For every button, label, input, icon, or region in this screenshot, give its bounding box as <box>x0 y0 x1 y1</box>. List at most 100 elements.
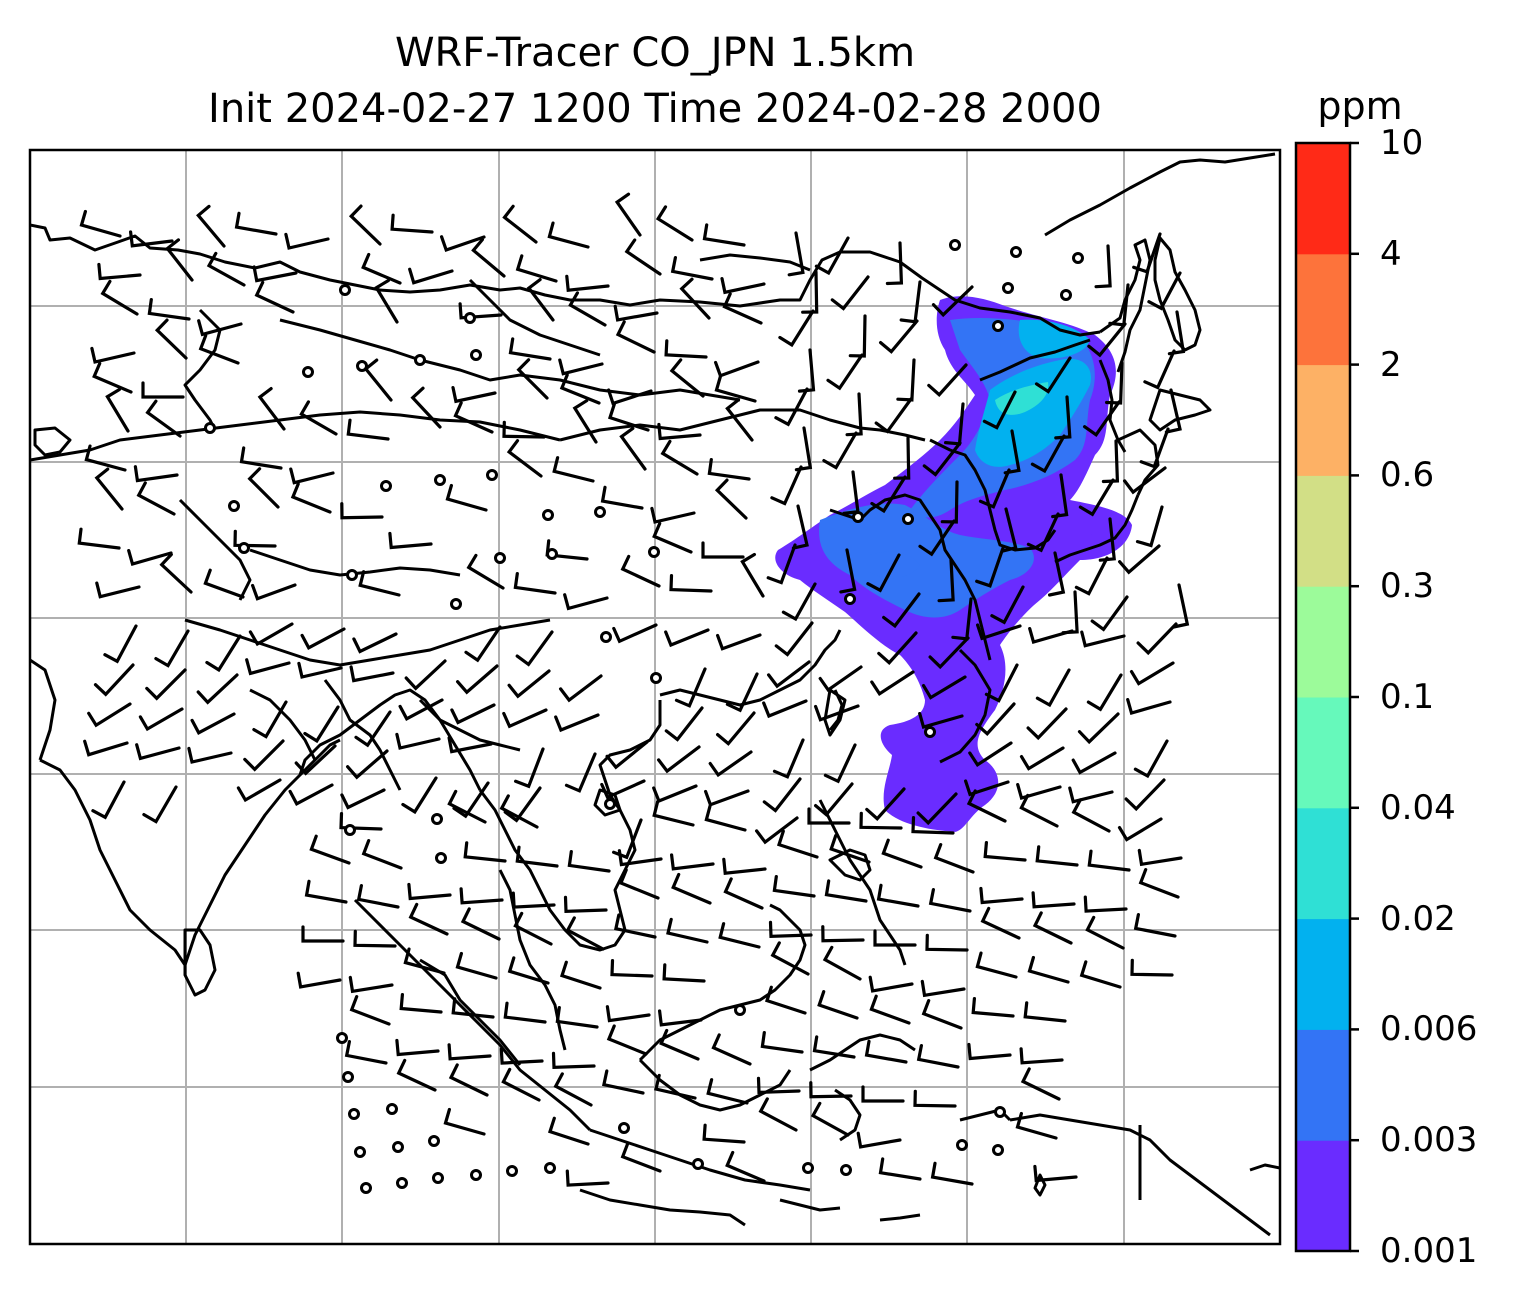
calm-marker <box>734 1004 746 1016</box>
wind-barb <box>879 319 919 354</box>
wind-barb <box>660 439 699 476</box>
coast-sulawesi <box>809 1033 916 1072</box>
wind-barb <box>976 623 1022 641</box>
wind-barb <box>829 834 871 864</box>
wind-barb <box>921 675 967 700</box>
wind-barb <box>514 747 545 789</box>
wind-barb <box>354 710 392 748</box>
wind-barb <box>797 348 816 393</box>
colorbar-band <box>1296 364 1350 476</box>
border-himalaya <box>184 618 551 667</box>
wind-barb <box>933 843 975 874</box>
wind-barb <box>869 994 911 1025</box>
calm-marker <box>356 360 368 372</box>
wind-barb <box>1143 349 1176 390</box>
colorbar-tick-label: 0.02 <box>1380 898 1456 939</box>
wind-barb <box>445 483 488 512</box>
wind-barb <box>984 663 1019 703</box>
wind-barb <box>776 829 819 859</box>
colorbar-tick-label: 10 <box>1380 123 1424 163</box>
wind-barb <box>762 699 808 719</box>
plume-mid-south <box>819 503 1034 618</box>
wind-barb <box>1090 595 1129 632</box>
wind-barb <box>848 314 867 358</box>
wind-barb <box>1019 1047 1064 1065</box>
wind-barb <box>141 381 185 399</box>
calm-marker <box>450 598 462 610</box>
wind-barb <box>1164 388 1182 434</box>
wind-barb <box>856 1131 902 1149</box>
wind-barb <box>768 920 813 939</box>
wind-barb <box>982 390 1017 430</box>
wind-barb <box>720 277 766 295</box>
wind-barb <box>674 667 707 708</box>
wind-barb <box>1126 698 1172 715</box>
coast-srilanka <box>183 928 217 997</box>
wind-barb <box>83 739 129 757</box>
calm-marker <box>432 1172 444 1184</box>
wind-barb <box>352 632 398 654</box>
calm-wind-markers <box>204 239 1084 1194</box>
wind-barb <box>821 925 865 943</box>
wind-barb <box>971 997 1015 1018</box>
wind-barb <box>814 236 850 276</box>
wind-barb <box>614 192 642 237</box>
wind-barb <box>801 270 819 314</box>
wind-barb <box>662 963 706 983</box>
coast-sumatra <box>353 898 592 1132</box>
wind-barb <box>702 223 746 247</box>
calm-marker <box>994 1106 1006 1118</box>
wind-barb <box>344 1040 388 1065</box>
colorbar-tick-label: 2 <box>1380 344 1402 385</box>
wind-barb <box>346 418 390 441</box>
wind-barb <box>655 205 694 242</box>
calm-marker <box>386 1103 398 1115</box>
wind-barb <box>613 304 659 322</box>
wind-barb <box>1087 322 1127 358</box>
wind-barb <box>97 262 142 281</box>
coast-india <box>39 738 341 967</box>
coast-korea-china <box>929 438 1057 552</box>
coast-central-asia <box>183 308 222 431</box>
wind-barb <box>388 531 433 550</box>
wind-barb <box>1054 395 1072 440</box>
wind-barb <box>930 1161 974 1186</box>
wind-barb <box>818 665 863 693</box>
wind-barb <box>774 621 814 657</box>
wind-barb <box>1077 712 1120 745</box>
wind-barb <box>447 789 487 824</box>
wind-barb <box>896 358 916 402</box>
wind-barb <box>659 1028 700 1061</box>
wind-barb <box>723 877 764 910</box>
wind-barb <box>1139 427 1170 469</box>
wind-barb <box>466 553 505 590</box>
wind-barb <box>814 782 854 817</box>
wind-barb <box>90 346 136 364</box>
wind-barb <box>251 583 297 601</box>
wind-barb <box>868 975 914 993</box>
calm-marker <box>924 726 936 738</box>
calm-marker <box>506 1165 518 1177</box>
wind-barb <box>781 582 817 622</box>
wind-barb <box>654 1073 697 1100</box>
wind-barb <box>234 211 278 236</box>
colorbar-band <box>1296 475 1350 587</box>
wind-barb <box>503 1001 547 1024</box>
wind-barb <box>928 636 970 670</box>
wind-barb <box>349 995 391 1026</box>
wind-barb <box>145 668 187 701</box>
calm-marker <box>1010 246 1022 258</box>
wind-barb <box>1016 783 1062 800</box>
wind-barb <box>460 907 501 941</box>
border-north-2 <box>468 278 601 357</box>
wind-barb <box>558 358 604 376</box>
wind-barb <box>206 251 246 287</box>
wind-barb <box>1085 915 1125 950</box>
wind-barb <box>702 1123 746 1144</box>
wind-barb <box>716 711 756 746</box>
wind-barb <box>1035 668 1071 708</box>
wind-barb <box>87 702 132 728</box>
wind-barb <box>196 204 226 248</box>
calm-marker <box>486 469 498 481</box>
